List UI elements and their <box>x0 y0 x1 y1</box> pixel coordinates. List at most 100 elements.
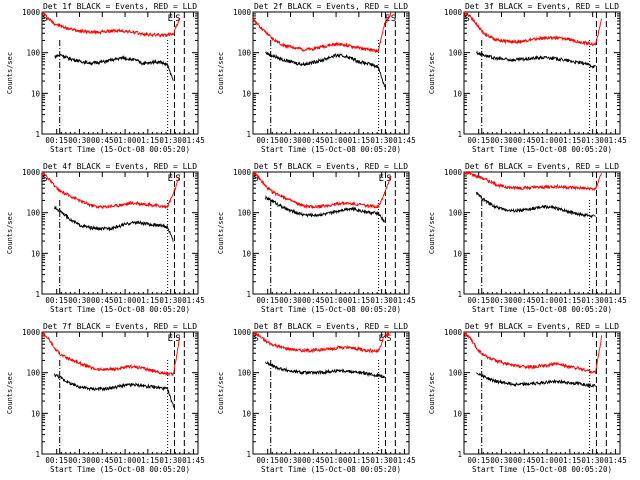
plot-title: Det 8f BLACK = Events, RED = LLD <box>254 322 408 331</box>
marker-label: E <box>168 14 173 24</box>
x-tick-label: 01:45 <box>604 296 627 305</box>
plot-panel-4: Det 4f BLACK = Events, RED = LLD 1 10 100 10… <box>6 162 205 314</box>
y-tick-label: 1 <box>457 290 462 299</box>
plot-frame <box>463 171 621 295</box>
x-tick-label: 01:15 <box>348 456 371 465</box>
y-tick-label: 1000 <box>233 168 252 177</box>
x-tick-label: 00:30 <box>279 296 302 305</box>
plot-frame <box>41 11 199 135</box>
y-axis-label: Counts/sec <box>217 212 225 254</box>
y-tick-label: 1 <box>35 290 40 299</box>
x-tick-label: 01:15 <box>137 136 160 145</box>
x-tick-label: 01:00 <box>114 296 137 305</box>
x-tick-label: 00:45 <box>91 456 114 465</box>
x-tick-label: 01:15 <box>559 296 582 305</box>
x-tick-label: 01:15 <box>559 136 582 145</box>
x-tick-label: 00:15 <box>256 296 279 305</box>
x-tick-label: 01:45 <box>182 136 205 145</box>
plot-frame <box>41 331 199 455</box>
plot-title: Det 2f BLACK = Events, RED = LLD <box>254 2 408 11</box>
x-axis-label: Start Time (15-Oct-08 00:05:20) <box>261 145 401 154</box>
x-tick-label: 01:30 <box>370 456 393 465</box>
y-tick-label: 1000 <box>233 328 252 337</box>
y-axis-label: Counts/sec <box>6 372 14 414</box>
series-line-lld <box>252 331 392 354</box>
x-tick-label: 00:30 <box>490 296 513 305</box>
y-tick-label: 100 <box>237 49 251 58</box>
x-tick-label: 00:45 <box>513 456 536 465</box>
series-line-lld <box>463 331 603 375</box>
x-tick-label: 01:30 <box>159 136 182 145</box>
x-tick-label: 00:45 <box>302 296 325 305</box>
plot-title: Det 5f BLACK = Events, RED = LLD <box>254 162 408 171</box>
y-tick-label: 10 <box>31 409 41 418</box>
x-tick-label: 01:00 <box>536 456 559 465</box>
series-line-events <box>265 194 385 224</box>
series-line-events <box>476 50 596 70</box>
y-tick-label: 1 <box>35 450 40 459</box>
plot-panel-8: Det 8f BLACK = Events, RED = LLD 1 10 100 10… <box>217 322 416 474</box>
x-tick-label: 00:15 <box>467 456 490 465</box>
x-tick-label: 01:45 <box>604 456 627 465</box>
x-tick-label: 00:45 <box>302 456 325 465</box>
y-tick-label: 100 <box>448 209 462 218</box>
y-tick-label: 10 <box>453 249 463 258</box>
x-tick-label: 01:15 <box>559 456 582 465</box>
plot-panel-3: Det 3f BLACK = Events, RED = LLD 1 10 100 10… <box>428 2 627 154</box>
series-line-events <box>265 51 385 88</box>
x-tick-label: 01:00 <box>536 296 559 305</box>
x-tick-label: 01:30 <box>159 296 182 305</box>
marker-label: S <box>253 174 258 184</box>
marker-label: E <box>379 334 384 344</box>
marker-label: E <box>168 334 173 344</box>
series-line-events <box>54 52 174 81</box>
x-tick-label: 00:30 <box>68 136 91 145</box>
plot-frame <box>252 331 410 455</box>
series-line-events <box>476 191 596 219</box>
plot-title: Det 6f BLACK = Events, RED = LLD <box>465 162 619 171</box>
x-tick-label: 00:15 <box>45 296 68 305</box>
x-tick-label: 01:15 <box>348 296 371 305</box>
series-line-lld <box>41 331 181 377</box>
y-tick-label: 1 <box>457 450 462 459</box>
marker-label: S <box>386 334 391 344</box>
x-tick-label: 01:30 <box>581 456 604 465</box>
series-line-events <box>54 373 174 408</box>
x-tick-label: 01:30 <box>581 136 604 145</box>
plot-panel-9: Det 9f BLACK = Events, RED = LLD 1 10 100 10… <box>428 322 627 474</box>
plot-panel-5: Det 5f BLACK = Events, RED = LLD 1 10 100 10… <box>217 162 416 314</box>
y-axis-label: Counts/sec <box>217 52 225 94</box>
y-axis-label: Counts/sec <box>428 52 436 94</box>
x-tick-label: 01:30 <box>159 456 182 465</box>
y-tick-label: 1 <box>246 450 251 459</box>
series-line-lld <box>463 11 603 47</box>
marker-label: S <box>391 14 396 24</box>
x-tick-label: 01:45 <box>604 136 627 145</box>
y-tick-label: 100 <box>237 369 251 378</box>
y-axis-label: Counts/sec <box>6 52 14 94</box>
x-tick-label: 01:45 <box>393 136 416 145</box>
plot-title: Det 1f BLACK = Events, RED = LLD <box>43 2 197 11</box>
y-tick-label: 1000 <box>22 168 41 177</box>
x-tick-label: 01:15 <box>137 296 160 305</box>
x-tick-label: 00:30 <box>68 456 91 465</box>
plot-frame <box>463 11 621 135</box>
y-axis-label: Counts/sec <box>428 212 436 254</box>
y-tick-label: 100 <box>237 209 251 218</box>
x-tick-label: 01:30 <box>581 296 604 305</box>
x-tick-label: 00:45 <box>91 136 114 145</box>
y-tick-label: 10 <box>242 89 252 98</box>
x-axis-label: Start Time (15-Oct-08 00:05:20) <box>50 145 190 154</box>
plot-frame <box>463 331 621 455</box>
x-tick-label: 01:30 <box>370 136 393 145</box>
x-tick-label: 01:45 <box>182 456 205 465</box>
series-line-lld <box>252 171 392 210</box>
marker-label: S <box>42 174 47 184</box>
x-axis-label: Start Time (15-Oct-08 00:05:20) <box>261 465 401 474</box>
x-tick-label: 00:45 <box>302 136 325 145</box>
series-line-lld <box>41 170 181 210</box>
x-tick-label: 00:30 <box>490 456 513 465</box>
y-axis-label: Counts/sec <box>6 212 14 254</box>
x-axis-label: Start Time (15-Oct-08 00:05:20) <box>50 305 190 314</box>
y-tick-label: 10 <box>31 249 41 258</box>
